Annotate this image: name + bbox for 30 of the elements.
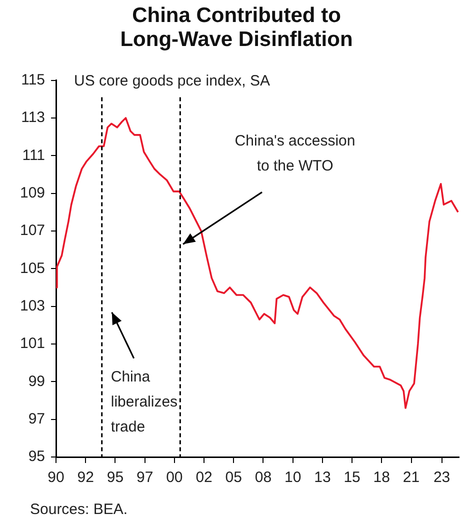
y-tick-label: 105 xyxy=(20,260,46,277)
x-tick-label: 10 xyxy=(284,469,302,486)
chart-title: China Contributed to Long-Wave Disinflation xyxy=(120,4,353,52)
y-tick-label: 109 xyxy=(20,184,46,202)
y-tick-label: 107 xyxy=(20,222,46,240)
y-tick-label: 111 xyxy=(22,146,46,164)
x-tick-label: 13 xyxy=(314,469,331,486)
x-tick-label: 08 xyxy=(254,469,272,486)
x-tick-label: 21 xyxy=(402,469,420,486)
annotation: China's accession to the WTO xyxy=(234,132,356,174)
y-tick-label: 115 xyxy=(21,71,46,88)
y-tick-label: 113 xyxy=(21,109,46,126)
x-tick-label: 97 xyxy=(136,469,154,486)
x-tick-label: 92 xyxy=(77,469,94,486)
y-tick-label: 103 xyxy=(20,297,46,314)
x-tick-label: 95 xyxy=(106,469,124,486)
y-tick-label: 99 xyxy=(28,372,46,390)
annotation: China liberalizes trade xyxy=(110,368,178,436)
x-tick-label: 90 xyxy=(48,469,64,486)
y-tick-label: 97 xyxy=(28,410,46,428)
x-tick-label: 02 xyxy=(196,469,212,486)
x-tick-label: 15 xyxy=(344,469,360,486)
x-tick-label: 18 xyxy=(373,469,390,486)
x-tick-label: 23 xyxy=(433,469,450,486)
y-tick-label: 95 xyxy=(28,448,46,466)
y-tick-label: 101 xyxy=(20,335,46,352)
source-note: Sources: BEA. xyxy=(30,501,128,518)
x-tick-label: 05 xyxy=(225,469,242,486)
chart-subtitle: US core goods pce index, SA xyxy=(74,72,270,90)
x-tick-label: 00 xyxy=(166,469,183,486)
